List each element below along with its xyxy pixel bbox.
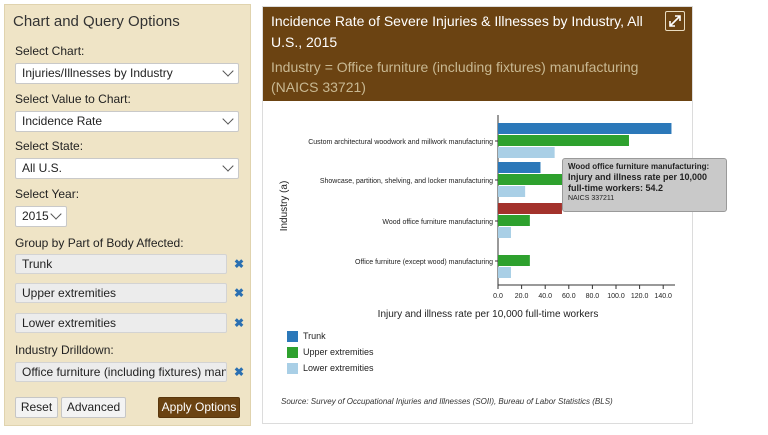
select-value-label: Select Value to Chart: xyxy=(15,92,131,106)
category-label: Custom architectural woodwork and millwo… xyxy=(308,139,493,146)
select-state-dropdown[interactable]: All U.S. xyxy=(15,158,239,179)
group-tag-upper-extremities: Upper extremities xyxy=(15,283,227,303)
industry-drilldown-label: Industry Drilldown: xyxy=(15,343,114,357)
apply-options-button[interactable]: Apply Options xyxy=(158,397,240,418)
category-label: Wood office furniture manufacturing xyxy=(382,219,493,226)
bar xyxy=(498,174,599,185)
bar-chart: Custom architectural woodwork and millwo… xyxy=(279,115,675,320)
tooltip-industry: Wood office furniture manufacturing: xyxy=(568,162,710,171)
bar xyxy=(498,135,629,146)
legend-label: Upper extremities xyxy=(303,347,374,357)
legend-label: Trunk xyxy=(303,331,326,341)
group-tag-lower-extremities: Lower extremities xyxy=(15,313,227,333)
x-tick-label: 140.0 xyxy=(654,293,672,300)
remove-drilldown-icon[interactable]: ✖ xyxy=(233,365,245,379)
bar xyxy=(498,255,530,266)
category-label: Showcase, partition, shelving, and locke… xyxy=(320,178,493,185)
legend-swatch xyxy=(287,363,298,374)
chart-panel: Incidence Rate of Severe Injuries & Illn… xyxy=(262,6,693,424)
chevron-down-icon xyxy=(50,208,62,220)
tooltip-rate: Injury and illness rate per 10,000 full-… xyxy=(568,172,708,193)
legend-swatch xyxy=(287,331,298,342)
bar xyxy=(498,203,562,214)
legend-swatch xyxy=(287,347,298,358)
panel-title: Chart and Query Options xyxy=(13,13,180,30)
chart-area: Custom architectural woodwork and millwo… xyxy=(263,101,692,336)
chart-options-panel: Chart and Query Options Select Chart: In… xyxy=(4,4,251,426)
chart-title: Incidence Rate of Severe Injuries & Illn… xyxy=(271,13,643,50)
chart-header: Incidence Rate of Severe Injuries & Illn… xyxy=(263,7,692,101)
advanced-button[interactable]: Advanced xyxy=(61,397,126,418)
remove-lower-extremities-icon[interactable]: ✖ xyxy=(233,316,245,330)
select-year-value: 2015 xyxy=(22,209,49,223)
group-by-label: Group by Part of Body Affected: xyxy=(15,236,184,250)
select-value-dropdown[interactable]: Incidence Rate xyxy=(15,111,239,132)
bar xyxy=(498,147,555,158)
bar xyxy=(498,267,511,278)
select-chart-label: Select Chart: xyxy=(15,44,85,58)
group-tag-trunk: Trunk xyxy=(15,254,227,274)
x-tick-label: 0.0 xyxy=(493,293,503,300)
x-axis-title: Injury and illness rate per 10,000 full-… xyxy=(378,309,599,320)
chevron-down-icon xyxy=(222,65,234,77)
select-state-label: Select State: xyxy=(15,139,84,153)
x-tick-label: 100.0 xyxy=(607,293,625,300)
y-axis-title: Industry (a) xyxy=(279,181,290,232)
expand-icon[interactable] xyxy=(665,11,685,31)
x-tick-label: 20.0 xyxy=(515,293,529,300)
select-chart-dropdown[interactable]: Injuries/Illnesses by Industry xyxy=(15,63,239,84)
category-label: Office furniture (except wood) manufactu… xyxy=(355,259,493,266)
select-state-value: All U.S. xyxy=(22,161,63,175)
bar xyxy=(498,123,672,134)
bar xyxy=(498,215,530,226)
bar xyxy=(498,186,526,197)
legend-label: Lower extremities xyxy=(303,363,374,373)
select-chart-value: Injuries/Illnesses by Industry xyxy=(22,66,173,80)
chart-tooltip: Wood office furniture manufacturing: Inj… xyxy=(562,158,727,212)
x-tick-label: 40.0 xyxy=(538,293,552,300)
drilldown-tag: Office furniture (including fixtures) ma… xyxy=(15,362,227,382)
x-tick-label: 80.0 xyxy=(586,293,600,300)
select-value-value: Incidence Rate xyxy=(22,114,103,128)
bar xyxy=(498,227,511,238)
x-tick-label: 120.0 xyxy=(631,293,649,300)
bar xyxy=(498,162,541,173)
remove-upper-extremities-icon[interactable]: ✖ xyxy=(233,286,245,300)
chevron-down-icon xyxy=(222,113,234,125)
chart-subtitle: Industry = Office furniture (including f… xyxy=(271,59,639,95)
reset-button[interactable]: Reset xyxy=(15,397,58,418)
tooltip-naics: NAICS 337211 xyxy=(568,195,615,202)
x-tick-label: 60.0 xyxy=(562,293,576,300)
chevron-down-icon xyxy=(222,160,234,172)
remove-trunk-icon[interactable]: ✖ xyxy=(233,257,245,271)
select-year-label: Select Year: xyxy=(15,187,80,201)
source-note: Source: Survey of Occupational Injuries … xyxy=(281,397,613,406)
select-year-dropdown[interactable]: 2015 xyxy=(15,206,67,227)
